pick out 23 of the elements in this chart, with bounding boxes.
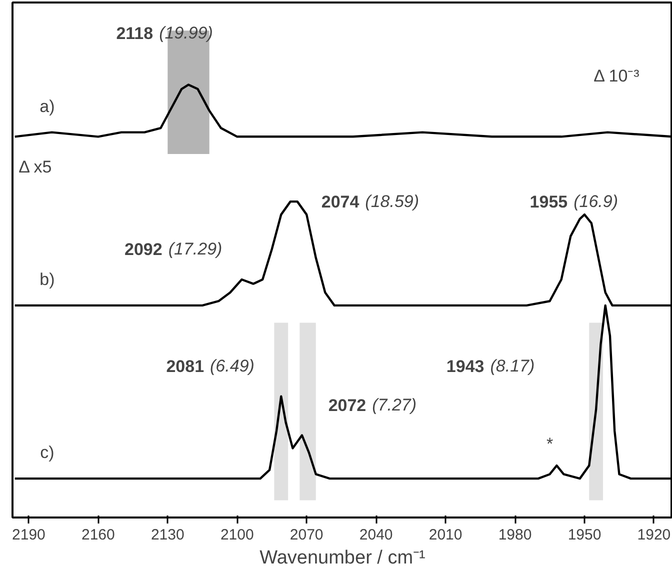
annotation: 2072 (7.27) [328, 395, 417, 415]
annotation: b) [40, 270, 55, 289]
x-axis-title: Wavenumber / cm⁻¹ [260, 548, 426, 568]
x-tick-label: 2190 [12, 526, 46, 544]
annotation: c) [40, 443, 54, 462]
x-tick-label: 2040 [359, 526, 393, 544]
x-tick-label: 1920 [637, 526, 671, 544]
x-tick-label: 2100 [220, 526, 254, 544]
annotation: * [546, 434, 554, 454]
x-tick-label: 1980 [498, 526, 532, 544]
annotation: 1943 (8.17) [446, 356, 535, 376]
annotation: 2081 (6.49) [166, 356, 254, 376]
annotation: 2074 (18.59) [321, 192, 420, 212]
x-tick-label: 2160 [82, 526, 115, 544]
x-tick-label: 1950 [568, 526, 602, 544]
annotation: 1955 (16.9) [530, 192, 618, 212]
annotation: Δ x5 [18, 157, 52, 176]
x-tick-label: 2130 [150, 526, 184, 544]
annotation: Δ 10⁻³ [594, 66, 640, 86]
x-tick-label: 2010 [428, 526, 462, 544]
x-tick-label: 2070 [290, 526, 324, 544]
annotation: a) [40, 96, 55, 116]
annotation: 2092 (17.29) [124, 240, 222, 260]
